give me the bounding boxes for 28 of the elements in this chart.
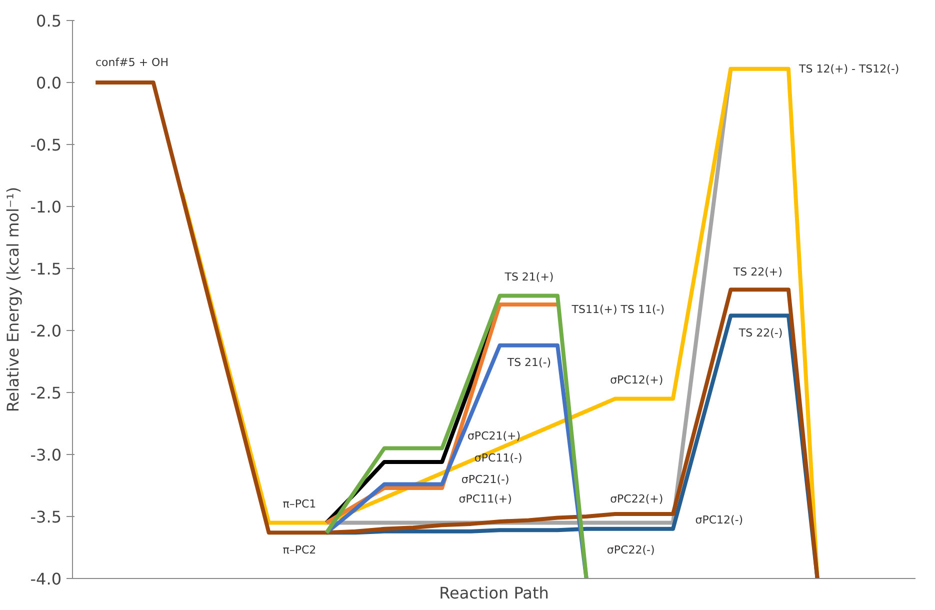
annotation: TS 12(+) - TS12(-): [798, 62, 900, 76]
annotation: σPC21(+): [467, 429, 521, 442]
y-tick-label: -0.5: [30, 136, 62, 154]
annotation: σPC12(+): [610, 374, 664, 387]
annotation: TS 21(+): [504, 270, 554, 284]
y-tick-label: 0.5: [36, 12, 62, 30]
x-axis-title: Reaction Path: [439, 584, 549, 602]
y-axis-title: Relative Energy (kcal mol⁻¹): [3, 186, 22, 412]
annotation: TS11(+) TS 11(-): [570, 302, 665, 316]
y-tick-label: -1.5: [30, 260, 62, 278]
y-tick-label: 0.0: [36, 74, 62, 92]
annotation: TS 21(-): [506, 356, 552, 370]
y-tick-label: -1.0: [30, 198, 62, 216]
y-tick-label: -2.5: [30, 384, 62, 402]
annotation: σPC12(-): [695, 514, 744, 527]
y-tick-label: -4.0: [30, 570, 62, 588]
annotation: TS 22(+): [732, 266, 782, 279]
annotation: σPC22(+): [610, 492, 664, 506]
y-tick-label: -3.5: [30, 508, 62, 526]
annotation: conf#5 + OH: [95, 56, 168, 70]
y-tick-label: -3.0: [30, 446, 62, 464]
annotation: π–PC1: [282, 498, 316, 511]
annotation: σPC22(-): [606, 543, 655, 556]
annotation: π–PC2: [282, 543, 316, 556]
annotation: TS 22(-): [738, 326, 783, 340]
annotation: σPC11(+): [458, 492, 512, 506]
annotation: σPC21(-): [461, 472, 510, 486]
y-tick-label: -2.0: [30, 322, 62, 340]
